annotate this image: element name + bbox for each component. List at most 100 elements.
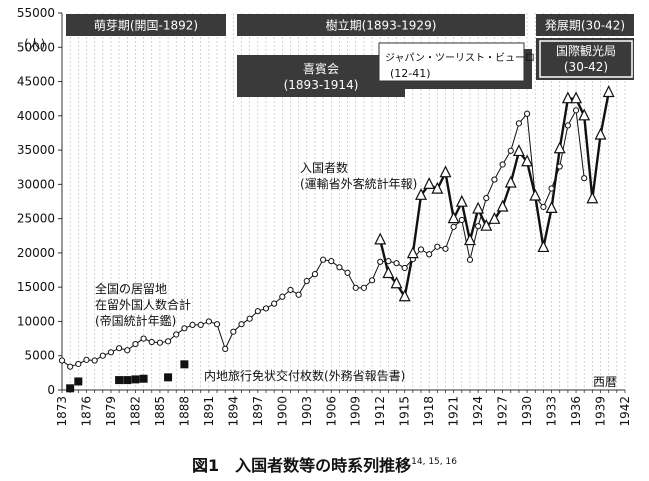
residents-point	[279, 293, 286, 300]
residents-point	[523, 110, 531, 117]
permit-point	[74, 377, 83, 386]
residents-point	[499, 161, 506, 168]
permit-point	[131, 375, 140, 384]
residents-point	[352, 284, 359, 291]
residents-point	[434, 243, 441, 250]
residents-point	[262, 305, 270, 312]
residents-point	[132, 340, 139, 348]
entrants-point	[594, 127, 607, 140]
y-unit-label: (人)	[24, 37, 45, 51]
x-tick-label: 1903	[300, 396, 314, 427]
x-tick-label: 1882	[128, 396, 142, 427]
permit-point	[180, 360, 189, 369]
entrants-point	[512, 144, 525, 157]
entrants-point	[455, 194, 468, 207]
residents-point	[197, 321, 204, 328]
y-tick-label: 5000	[24, 349, 55, 363]
period-emergence-box	[66, 14, 226, 36]
entrants-point	[472, 201, 485, 214]
permit-point	[66, 384, 75, 393]
residents-point	[140, 335, 147, 342]
residents-point	[475, 223, 482, 230]
x-tick-label: 1873	[55, 396, 69, 427]
residents-point	[173, 331, 180, 338]
residents-point	[124, 347, 131, 354]
residents-point	[466, 256, 474, 263]
entrants-point	[415, 187, 427, 200]
x-tick-label: 1930	[520, 396, 534, 427]
permit-point	[115, 376, 124, 385]
entrants-point	[602, 85, 615, 98]
residents-point	[116, 345, 123, 352]
residents-point	[442, 245, 449, 252]
y-tick-label: 20000	[17, 246, 55, 260]
entrants-point	[382, 266, 395, 279]
residents-point	[311, 271, 319, 278]
residents-series-label: 在留外国人数合計	[95, 297, 191, 312]
org-kihinkai-label: 喜賓会	[303, 61, 339, 76]
residents-point	[458, 216, 465, 224]
y-tick-label: 40000	[17, 109, 55, 123]
x-tick-label: 1933	[545, 396, 559, 427]
residents-point	[75, 360, 82, 368]
residents-point	[328, 258, 335, 265]
entrants-series-label: (運輸省外客統計年報)	[300, 176, 417, 191]
x-tick-label: 1879	[104, 396, 118, 427]
org-jtb-label: ジャパン・ツーリスト・ビューロー	[385, 52, 545, 64]
residents-point	[515, 120, 523, 127]
y-tick-label: 15000	[17, 280, 55, 294]
entrants-point	[439, 165, 452, 178]
residents-series-label: (帝国統計年鑑)	[95, 313, 176, 328]
entrants-point	[504, 175, 517, 188]
entrants-point	[390, 276, 403, 289]
period-bands: 萌芽期(開国-1892) 樹立期(1893-1929) 発展期(30-42) 喜賓会 (…	[66, 14, 634, 97]
x-tick-label: 1885	[153, 396, 167, 427]
entrants-point	[521, 154, 534, 167]
residents-point	[181, 325, 188, 332]
entrants-point	[496, 199, 509, 212]
residents-point	[230, 328, 237, 335]
entrants-series-label: 入国者数	[300, 160, 348, 175]
residents-point	[205, 318, 212, 325]
residents-point	[320, 256, 327, 263]
x-tick-label: 1936	[569, 396, 583, 427]
y-tick-label: 45000	[17, 75, 55, 89]
residents-point	[336, 264, 343, 271]
x-tick-label: 1921	[447, 396, 461, 427]
y-tick-label: 0	[47, 383, 55, 397]
residents-point	[148, 338, 155, 346]
residents-point	[368, 277, 376, 284]
permit-point	[123, 376, 132, 385]
residents-point	[572, 107, 580, 114]
figure-caption: 図1 入国者数等の時系列推移14, 15, 16	[0, 452, 649, 476]
permit-series-label: 内地旅行免状交付枚数(外務省報告書)	[204, 368, 405, 383]
residents-point	[548, 185, 555, 192]
x-tick-label: 1915	[398, 396, 412, 427]
org-jtb-box	[378, 42, 525, 82]
residents-point	[254, 308, 261, 315]
entrants-point	[570, 91, 583, 104]
y-tick-label: 35000	[17, 143, 55, 157]
period-emergence-label: 萌芽期(開国-1892)	[94, 18, 198, 32]
org-kokusai-box	[539, 40, 633, 78]
x-tick-label: 1942	[618, 396, 632, 427]
residents-point	[295, 291, 302, 298]
x-tick-label: 1897	[251, 396, 265, 427]
residents-point	[91, 357, 98, 364]
series-layer	[58, 85, 615, 393]
org-kokusai-sub: (30-42)	[564, 60, 608, 74]
residents-point	[99, 352, 106, 359]
entrants-point	[545, 201, 558, 213]
residents-point	[360, 284, 367, 291]
residents-point	[450, 223, 457, 230]
residents-point	[246, 315, 253, 322]
x-tick-label: 1918	[422, 396, 436, 427]
org-kihinkai-box	[237, 55, 405, 97]
period-development-box	[536, 14, 634, 36]
org-kihinkai-label: (1893-1914)	[284, 78, 359, 92]
residents-point	[581, 175, 588, 182]
residents-point	[401, 264, 408, 272]
residents-point	[164, 338, 172, 345]
period-establishment-box	[237, 14, 525, 36]
